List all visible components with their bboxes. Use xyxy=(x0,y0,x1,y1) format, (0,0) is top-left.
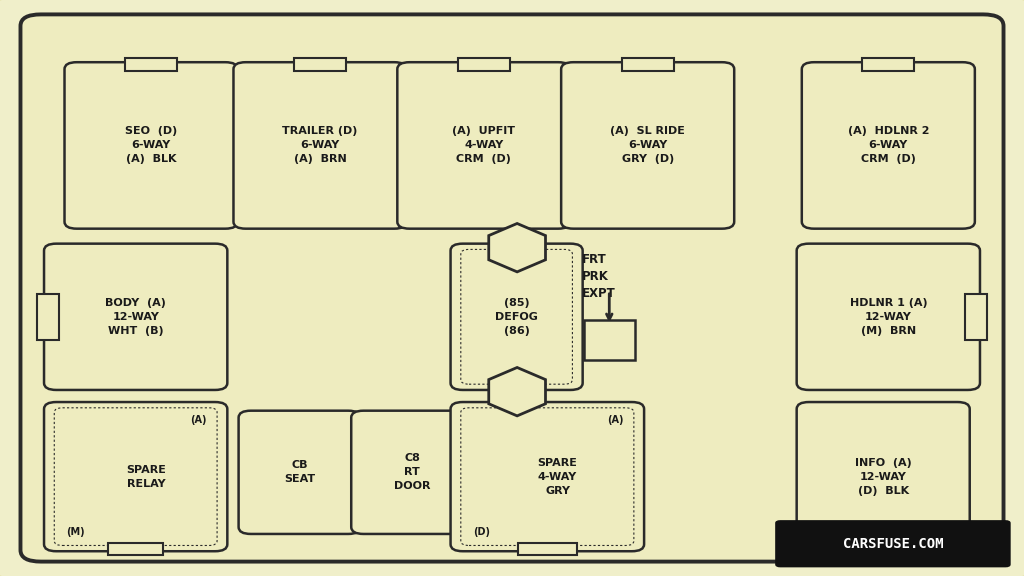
Text: (A)  SL RIDE
6-WAY
GRY  (D): (A) SL RIDE 6-WAY GRY (D) xyxy=(610,127,685,164)
FancyBboxPatch shape xyxy=(397,62,570,229)
FancyBboxPatch shape xyxy=(775,520,1011,567)
Text: INFO  (A)
12-WAY
(D)  BLK: INFO (A) 12-WAY (D) BLK xyxy=(855,458,911,495)
Text: (D): (D) xyxy=(473,528,490,537)
FancyBboxPatch shape xyxy=(451,244,583,390)
Bar xyxy=(125,58,177,71)
FancyBboxPatch shape xyxy=(233,62,407,229)
FancyBboxPatch shape xyxy=(44,244,227,390)
Bar xyxy=(622,58,674,71)
Bar xyxy=(584,320,635,360)
Text: (A): (A) xyxy=(607,415,624,425)
Text: (M): (M) xyxy=(67,528,85,537)
FancyBboxPatch shape xyxy=(451,402,644,551)
Text: FRT
PRK
EXPT: FRT PRK EXPT xyxy=(582,253,615,301)
Polygon shape xyxy=(488,367,546,416)
Bar xyxy=(37,294,59,340)
FancyBboxPatch shape xyxy=(351,411,473,534)
FancyBboxPatch shape xyxy=(797,402,970,551)
Bar xyxy=(965,294,987,340)
FancyBboxPatch shape xyxy=(65,62,238,229)
Text: (A)  UPFIT
4-WAY
CRM  (D): (A) UPFIT 4-WAY CRM (D) xyxy=(453,127,515,164)
Text: CARSFUSE.COM: CARSFUSE.COM xyxy=(843,537,943,551)
Bar xyxy=(108,543,164,555)
Text: (85)
DEFOG
(86): (85) DEFOG (86) xyxy=(496,298,538,336)
Bar xyxy=(294,58,346,71)
Text: BODY  (A)
12-WAY
WHT  (B): BODY (A) 12-WAY WHT (B) xyxy=(105,298,166,336)
Text: (A)  HDLNR 2
6-WAY
CRM  (D): (A) HDLNR 2 6-WAY CRM (D) xyxy=(848,127,929,164)
Text: C8
RT
DOOR: C8 RT DOOR xyxy=(394,453,430,491)
Text: SEO  (D)
6-WAY
(A)  BLK: SEO (D) 6-WAY (A) BLK xyxy=(125,127,177,164)
Text: SPARE
4-WAY
GRY: SPARE 4-WAY GRY xyxy=(538,458,578,495)
Text: (A): (A) xyxy=(190,415,207,425)
FancyBboxPatch shape xyxy=(561,62,734,229)
Bar xyxy=(518,543,577,555)
Polygon shape xyxy=(488,223,546,272)
FancyBboxPatch shape xyxy=(20,14,1004,562)
FancyBboxPatch shape xyxy=(797,244,980,390)
Text: SPARE
RELAY: SPARE RELAY xyxy=(126,465,166,488)
Bar xyxy=(458,58,510,71)
Text: CB
SEAT: CB SEAT xyxy=(284,460,315,484)
Bar xyxy=(862,58,914,71)
FancyBboxPatch shape xyxy=(802,62,975,229)
Text: HDLNR 1 (A)
12-WAY
(M)  BRN: HDLNR 1 (A) 12-WAY (M) BRN xyxy=(850,298,927,336)
FancyBboxPatch shape xyxy=(239,411,360,534)
FancyBboxPatch shape xyxy=(44,402,227,551)
Bar xyxy=(857,543,909,555)
Text: TRAILER (D)
6-WAY
(A)  BRN: TRAILER (D) 6-WAY (A) BRN xyxy=(283,127,357,164)
